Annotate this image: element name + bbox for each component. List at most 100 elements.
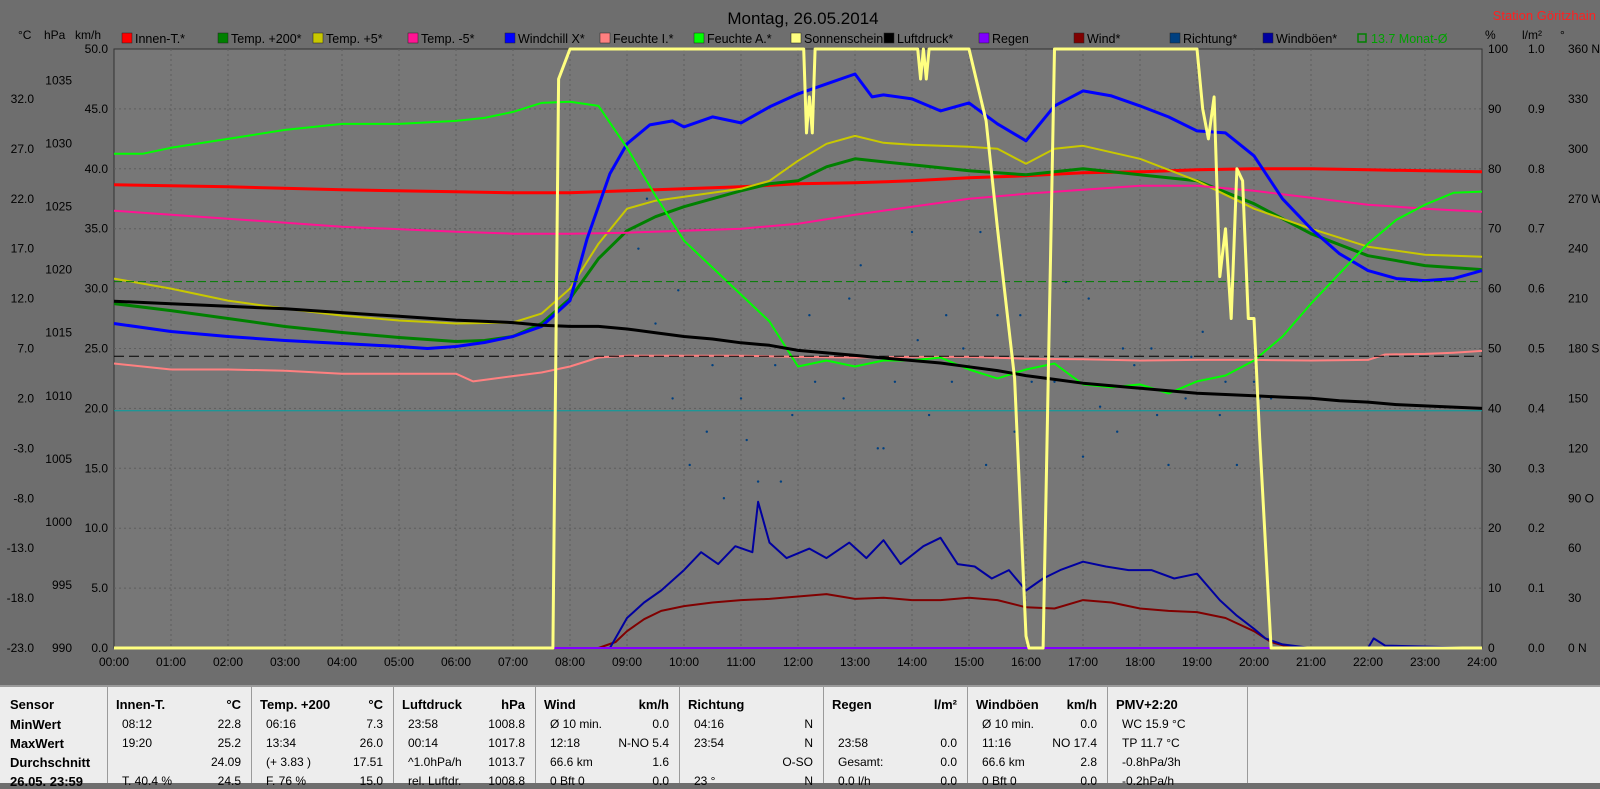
y-tick-deg: 300 (1568, 142, 1588, 156)
stats-cell-label: 66.6 km (982, 755, 1025, 769)
legend-swatch (1262, 32, 1274, 44)
legend: Innen-T.* Temp. +200* Temp. +5* Temp. -5* Wi… (121, 32, 1448, 46)
stats-col-header: Temp. +200 (260, 697, 331, 712)
series-lines (113, 47, 1483, 650)
direction-point (945, 314, 948, 317)
stats-col-unit: hPa (501, 697, 525, 712)
series-line (113, 184, 1483, 235)
direction-point (808, 314, 811, 317)
legend-swatch (1357, 33, 1367, 43)
direction-point (1121, 347, 1125, 350)
y-tick-pct: 50 (1488, 342, 1502, 356)
legend-label: 13.7 Monat-Ø (1371, 32, 1448, 46)
y-tick-hPa: 1030 (45, 137, 72, 151)
series-line (113, 167, 1483, 195)
stats-cell-label: Gesamt: (838, 755, 884, 769)
direction-point (711, 363, 714, 367)
direction-point (882, 447, 885, 450)
stats-cell-value: N (804, 717, 813, 731)
stats-cell-label: Ø 10 min. (982, 717, 1035, 731)
legend-label: Windböen* (1276, 32, 1337, 46)
legend-swatch (978, 32, 990, 44)
x-tick-label: 05:00 (384, 655, 414, 669)
y-tick-hPa: 1000 (45, 515, 72, 529)
x-tick-label: 22:00 (1353, 655, 1383, 669)
y-tick-degC: -8.0 (13, 491, 34, 505)
stats-col: Innen-T. °C 08:12 22.8 19:20 25.2 24.09 T. 40.4… (108, 687, 252, 788)
y-tick-degC: -23.0 (7, 641, 35, 655)
x-tick-label: 16:00 (1011, 655, 1041, 669)
y-tick-deg: 210 (1568, 292, 1588, 306)
stats-cell-label: 04:16 (694, 717, 725, 731)
x-tick-label: 19:00 (1182, 655, 1212, 669)
stats-cell-label: 11:16 (982, 736, 1012, 750)
direction-point (791, 413, 794, 417)
series-line (114, 100, 1483, 395)
legend-swatch (883, 32, 895, 44)
stats-cell-label: 0 Bft 0 (982, 774, 1017, 788)
legend-label: Temp. +200* (231, 32, 302, 46)
legend-label: Innen-T.* (135, 32, 185, 46)
y-tick-kmh: 50.0 (85, 42, 109, 56)
stats-cell-value: 1008.8 (488, 774, 525, 788)
x-tick-label: 08:00 (555, 655, 585, 669)
direction-point (1081, 455, 1085, 458)
legend-swatch (217, 32, 229, 44)
stats-cell-value: 1008.8 (488, 717, 525, 731)
y-tick-lm2: 0.5 (1528, 342, 1545, 356)
direction-point (950, 380, 954, 383)
y-tick-deg: 120 (1568, 441, 1588, 455)
stats-col-unit: km/h (1066, 697, 1097, 712)
stats-cell-label: rel. Luftdr. (408, 774, 462, 788)
legend-label: Luftdruck* (897, 32, 953, 46)
stats-cell-label: F. 76 % (266, 774, 307, 788)
y-tick-deg: 150 (1568, 391, 1588, 405)
stats-cell-label: WC 15.9 °C (1122, 717, 1186, 731)
stats-cell-value: 24.5 (217, 774, 241, 788)
direction-point (1098, 405, 1102, 408)
y-tick-degC: -3.0 (13, 441, 34, 455)
y-tick-degC: 12.0 (11, 292, 35, 306)
stats-cell-label: 23 ° (694, 774, 716, 788)
x-tick-label: 09:00 (612, 655, 642, 669)
stats-cell-label: 08:12 (122, 717, 153, 731)
legend-label: Wind* (1087, 32, 1120, 46)
y-tick-kmh: 20.0 (85, 401, 109, 415)
stats-cell-label: 23:58 (838, 736, 869, 750)
stats-cell-value: 1013.7 (488, 755, 525, 769)
y-tick-lm2: 0.6 (1528, 282, 1545, 296)
x-tick-label: 18:00 (1125, 655, 1155, 669)
series-line (113, 349, 1483, 383)
stats-col-header: Windböen (976, 697, 1039, 712)
y-tick-hPa: 1015 (45, 326, 72, 340)
x-tick-label: 10:00 (669, 655, 699, 669)
y-tick-kmh: 45.0 (85, 102, 109, 116)
y-tick-deg: 0 N (1568, 641, 1587, 655)
y-tick-kmh: 30.0 (85, 282, 109, 296)
direction-point (1224, 380, 1227, 383)
direction-point (848, 297, 851, 300)
stats-cell-label: 13:34 (266, 736, 297, 750)
direction-point (916, 338, 919, 342)
y-tick-lm2: 0.9 (1528, 102, 1545, 116)
series-line (114, 47, 1482, 650)
direction-point (722, 497, 726, 500)
x-tick-label: 14:00 (897, 655, 927, 669)
y-tick-hPa: 990 (52, 641, 72, 655)
stats-cell-label: 0 Bft 0 (550, 774, 585, 788)
legend-label: Windchill X* (518, 32, 585, 46)
series-line (113, 134, 1483, 325)
stats-cell-value: 7.3 (366, 717, 383, 731)
stats-cell-label: 66.6 km (550, 755, 593, 769)
y-tick-pct: 70 (1488, 222, 1502, 236)
stats-cell-value: 26.0 (359, 736, 383, 750)
legend-swatch (790, 32, 802, 44)
direction-point (637, 247, 640, 250)
y-tick-lm2: 0.0 (1528, 641, 1545, 655)
y-tick-hPa: 1025 (45, 200, 72, 214)
stats-label-max: MaxWert (10, 736, 64, 751)
stats-cell-label: 12:18 (550, 736, 581, 750)
y-tick-kmh: 40.0 (85, 162, 109, 176)
y-tick-degC: 27.0 (11, 142, 35, 156)
y-tick-degC: 22.0 (11, 192, 35, 206)
